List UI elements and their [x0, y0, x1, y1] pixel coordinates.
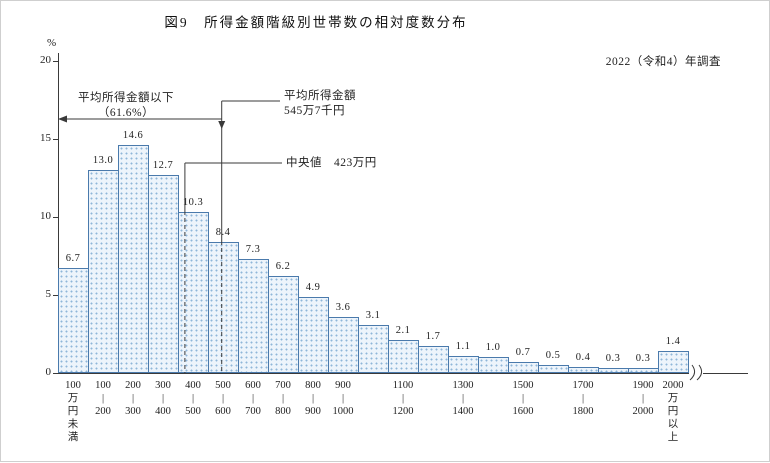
x-tick-label: 600 | 700: [245, 380, 261, 417]
x-tick-label: 1300 | 1400: [452, 380, 474, 417]
bar: [358, 324, 389, 373]
bar: [88, 170, 119, 373]
bar-value-label: 0.7: [515, 347, 531, 359]
bar-value-label: 1.7: [425, 331, 441, 343]
x-tick-label: 200 | 300: [125, 380, 141, 417]
bar: [418, 346, 449, 373]
bar: [268, 276, 299, 373]
y-tick-label: 15: [40, 132, 51, 144]
x-tick-label: 100 万円未満: [65, 380, 81, 443]
bar-value-label: 0.3: [605, 353, 621, 365]
x-tick-label: 400 | 500: [185, 380, 201, 417]
y-tick-label: 20: [40, 54, 51, 66]
y-tick-mark: [53, 216, 58, 218]
below-mean-annotation: 平均所得金額以下 （61.6%）: [59, 91, 193, 121]
bar-value-label: 3.6: [335, 301, 351, 313]
down-arrowhead-icon: [218, 121, 226, 129]
median-annotation: 中央値 423万円: [286, 157, 377, 169]
bar: [328, 316, 359, 373]
bar-value-label: 0.4: [575, 351, 591, 363]
below-mean-label: 平均所得金額以下: [78, 92, 174, 104]
bar-value-label: 3.1: [365, 309, 381, 321]
bar: [478, 357, 509, 373]
bar-value-label: 0.3: [635, 353, 651, 365]
chart-title: 図9 所得金額階級別世帯数の相対度数分布: [164, 15, 468, 30]
bar: [298, 296, 329, 373]
bar: [628, 368, 659, 373]
y-tick-mark: [53, 60, 58, 62]
y-tick-mark: [53, 372, 58, 374]
x-tick-label: 1700 | 1800: [572, 380, 594, 417]
bar: [538, 365, 569, 373]
bar-value-label: 12.7: [152, 159, 174, 171]
bar: [448, 355, 479, 373]
y-axis-line: [58, 53, 59, 374]
y-tick-label: 5: [45, 288, 52, 300]
y-tick-mark: [53, 138, 58, 140]
mean-label: 平均所得金額: [284, 90, 356, 102]
mean-annotation: 平均所得金額 545万7千円: [284, 89, 356, 119]
x-tick-label: 1900 | 2000: [632, 380, 654, 417]
x-axis-line: [58, 373, 748, 374]
bar: [508, 362, 539, 373]
survey-year-note: 2022（令和4）年調査: [605, 56, 721, 68]
bar: [118, 145, 149, 373]
y-tick-label: 0: [45, 366, 52, 378]
bar: [598, 368, 629, 373]
x-tick-label: 500 | 600: [215, 380, 231, 417]
bar-value-label: 2.1: [395, 325, 411, 337]
bar: [148, 174, 179, 373]
mean-value-label: 545万7千円: [284, 105, 345, 117]
bar: [238, 259, 269, 373]
below-mean-percent: （61.6%）: [97, 107, 155, 119]
y-tick-label: 10: [40, 210, 51, 222]
bar: [388, 340, 419, 373]
y-tick-mark: [53, 294, 58, 296]
y-axis-unit-label: %: [47, 37, 57, 49]
bar-value-label: 0.5: [545, 350, 561, 362]
x-tick-label: 1500 | 1600: [512, 380, 534, 417]
bar: [58, 268, 89, 373]
bar-value-label: 6.2: [275, 261, 291, 273]
bar-value-label: 1.0: [485, 342, 501, 354]
bar-value-label: 7.3: [245, 244, 261, 256]
bar-value-label: 4.9: [305, 281, 321, 293]
x-tick-label: 900 | 1000: [332, 380, 354, 417]
x-tick-label: 100 | 200: [95, 380, 111, 417]
bar-value-label: 10.3: [182, 197, 204, 209]
bar: [568, 366, 599, 373]
x-tick-label: 300 | 400: [155, 380, 171, 417]
bar-value-label: 14.6: [122, 130, 144, 142]
bar: [208, 241, 239, 373]
bar-value-label: 13.0: [92, 155, 114, 167]
x-tick-label: 1100 | 1200: [392, 380, 414, 417]
bar-value-label: 1.1: [455, 340, 471, 352]
x-tick-label: 2000 万円以上: [662, 380, 684, 443]
bar: [658, 351, 689, 373]
x-tick-label: 700 | 800: [275, 380, 291, 417]
x-tick-label: 800 | 900: [305, 380, 321, 417]
bar-value-label: 6.7: [65, 253, 81, 265]
bar-value-label: 1.4: [665, 336, 681, 348]
bar-value-label: 8.4: [215, 226, 231, 238]
